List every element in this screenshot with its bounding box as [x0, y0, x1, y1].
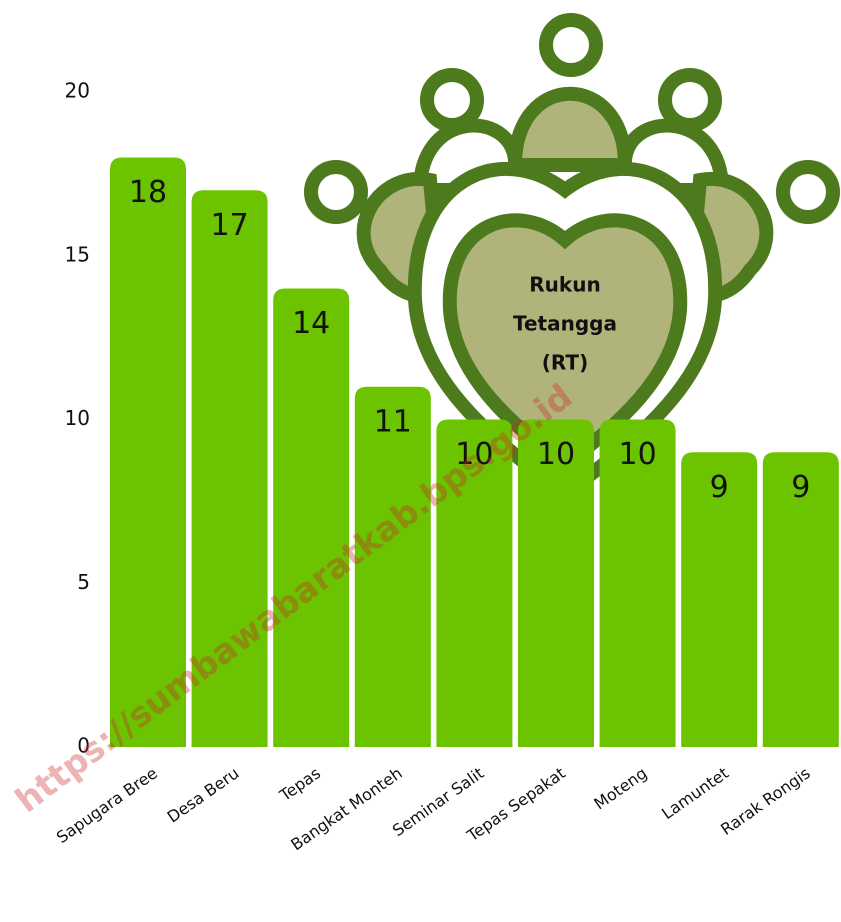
value-label: 14: [292, 306, 330, 341]
value-label: 9: [791, 470, 810, 505]
bar: [191, 190, 268, 747]
bar: [354, 386, 431, 747]
y-tick-label: 15: [65, 242, 90, 266]
y-tick-label: 10: [65, 406, 90, 430]
x-tick-label: Lamuntet: [658, 763, 732, 823]
x-tick-label: Moteng: [590, 763, 650, 813]
y-tick-label: 0: [77, 734, 90, 758]
bar: [681, 452, 758, 747]
y-tick-label: 5: [77, 570, 90, 594]
value-label: 9: [710, 470, 729, 505]
bar: [762, 452, 839, 747]
annotation: Rukun: [529, 273, 600, 297]
bar: [518, 419, 594, 747]
value-label: 10: [455, 437, 493, 472]
bar: [436, 419, 513, 747]
value-label: 18: [129, 175, 167, 210]
value-label: 10: [619, 437, 657, 472]
x-tick-label: Rarak Rongis: [717, 763, 814, 839]
value-label: 17: [211, 208, 249, 243]
y-tick-label: 20: [65, 79, 90, 103]
bar: [110, 157, 186, 747]
x-tick-label: Tepas: [275, 763, 324, 805]
annotation: (RT): [542, 351, 588, 375]
bar: [273, 288, 350, 747]
annotation: Tetangga: [513, 312, 617, 336]
x-tick-label: Desa Beru: [164, 763, 243, 826]
value-label: 10: [537, 437, 575, 472]
value-label: 11: [374, 404, 412, 439]
bar: [599, 419, 676, 747]
